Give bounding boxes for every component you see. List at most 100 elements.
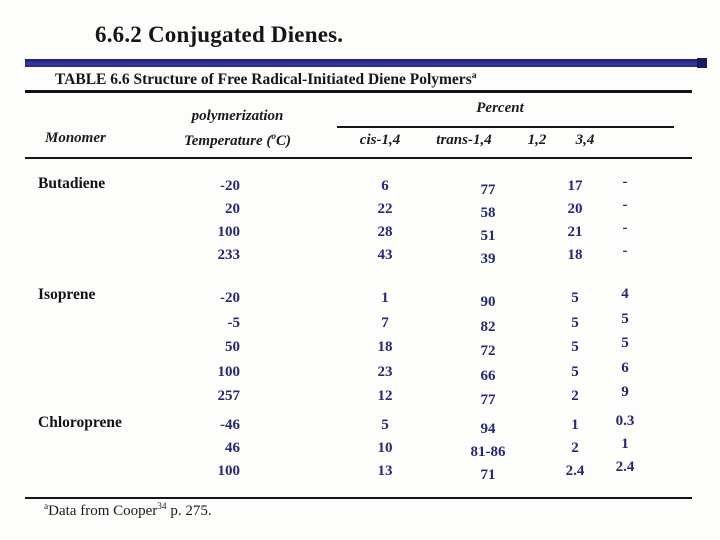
- table-section-chloroprene: Chloroprene -46 46 100 5 10 13 94 81-86 …: [0, 413, 720, 494]
- temp-cell: 100: [217, 224, 241, 240]
- table-caption-text: TABLE 6.6 Structure of Free Radical-Init…: [55, 71, 472, 88]
- trans-cell: 82: [480, 318, 496, 335]
- cis-cell: 18: [377, 339, 393, 355]
- one2-cell: 5: [571, 339, 579, 355]
- three4-cell: -: [622, 197, 628, 213]
- one2-cell: 17: [567, 178, 583, 194]
- table-caption-footnote-marker: a: [471, 69, 477, 81]
- one2-cell: 2: [571, 388, 579, 404]
- trans-cell: 90: [480, 294, 496, 310]
- trans-cell: 94: [480, 421, 496, 437]
- three4-cell: 5: [621, 310, 629, 327]
- footnote-text: Data from Cooper: [48, 503, 158, 519]
- divider-bar: [25, 58, 707, 68]
- trans-cell: 66: [480, 367, 496, 384]
- three4-cell: 5: [621, 335, 629, 351]
- trans-14-column: 90 82 72 66 77: [448, 290, 528, 413]
- 12-column: 1 2 2.4: [535, 414, 615, 483]
- three4-cell: 6: [621, 359, 629, 376]
- 12-column: 17 20 21 18: [535, 175, 615, 267]
- three4-cell: -: [622, 220, 628, 236]
- one2-cell: 5: [571, 363, 579, 380]
- header-rule: [25, 157, 692, 159]
- column-header-monomer: Monomer: [45, 130, 106, 146]
- cis-cell: 1: [381, 290, 389, 306]
- one2-cell: 5: [571, 314, 579, 331]
- temp-cell: -20: [220, 290, 240, 306]
- temperature-column: -46 46 100: [150, 414, 241, 483]
- cis-cell: 6: [381, 178, 389, 194]
- trans-cell: 39: [480, 251, 496, 267]
- trans-cell: 71: [480, 467, 496, 483]
- three4-cell: 2.4: [615, 459, 635, 475]
- cis-14-column: 6 22 28 43: [345, 175, 425, 267]
- 34-column: - - - -: [585, 171, 665, 263]
- footnote-reference-number: 34: [157, 502, 167, 512]
- temperature-column: -20 20 100 233: [150, 175, 241, 267]
- temp-cell: 50: [225, 339, 240, 355]
- degree-superscript: o: [271, 132, 276, 142]
- trans-cell: 51: [480, 228, 496, 244]
- cis-cell: 43: [377, 247, 393, 263]
- column-header-trans-14: trans-1,4: [436, 132, 492, 148]
- footnote-tail: p. 275.: [166, 503, 212, 519]
- monomer-label: Butadiene: [38, 175, 106, 192]
- one2-cell: 20: [567, 201, 583, 217]
- three4-cell: 0.3: [615, 413, 635, 429]
- table-section-butadiene: Butadiene -20 20 100 233 6 22 28 43 77 5…: [0, 174, 720, 275]
- temp-cell: 100: [217, 463, 241, 479]
- trans-cell: 72: [480, 343, 496, 359]
- cis-cell: 5: [381, 417, 389, 433]
- temp-cell: 20: [225, 201, 240, 217]
- monomer-label: Isoprene: [38, 286, 96, 303]
- temp-cell: 100: [217, 363, 241, 380]
- 12-column: 5 5 5 5 2: [535, 286, 615, 409]
- table-section-isoprene: Isoprene -20 -5 50 100 257 1 7 18 23 12 …: [0, 286, 720, 411]
- three4-cell: -: [622, 174, 628, 190]
- column-header-cis-14: cis-1,4: [359, 132, 401, 148]
- cis-cell: 28: [377, 224, 393, 240]
- temp-cell: -20: [220, 178, 240, 194]
- one2-cell: 2.4: [565, 463, 585, 479]
- column-header-temperature-line1: polymerization: [191, 108, 284, 124]
- percent-group-rule: [337, 126, 674, 128]
- trans-cell: 58: [480, 205, 496, 221]
- column-header-temperature-line2: Temperature (oC): [183, 132, 291, 149]
- footnote-marker: a: [44, 502, 49, 512]
- 34-column: 4 5 5 6 9: [585, 282, 665, 405]
- table-caption: TABLE 6.6 Structure of Free Radical-Init…: [55, 71, 477, 89]
- one2-cell: 18: [567, 247, 583, 263]
- cis-cell: 7: [381, 314, 389, 331]
- one2-cell: 21: [567, 224, 583, 240]
- trans-14-column: 77 58 51 39: [448, 179, 528, 271]
- column-header-12: 1,2: [527, 132, 547, 148]
- cis-cell: 13: [377, 463, 393, 479]
- 34-column: 0.3 1 2.4: [585, 410, 665, 479]
- table-bottom-rule: [25, 497, 692, 499]
- cis-14-column: 5 10 13: [345, 414, 425, 483]
- temp-cell: -46: [220, 417, 240, 433]
- three4-cell: 4: [621, 286, 629, 302]
- temperature-column: -20 -5 50 100 257: [150, 286, 241, 409]
- page-title: 6.6.2 Conjugated Dienes.: [95, 22, 344, 47]
- cis-cell: 12: [377, 388, 393, 404]
- three4-cell: -: [622, 243, 628, 259]
- temp-cell: 46: [225, 440, 240, 456]
- cis-14-column: 1 7 18 23 12: [345, 286, 425, 409]
- three4-cell: 1: [621, 436, 629, 452]
- temp-cell: 257: [217, 388, 241, 404]
- column-group-header-percent: Percent: [476, 100, 524, 116]
- column-header-temperature: polymerization Temperature (oC): [160, 104, 315, 154]
- one2-cell: 1: [571, 417, 579, 433]
- cis-cell: 10: [377, 440, 393, 456]
- three4-cell: 9: [621, 384, 629, 400]
- cis-cell: 23: [377, 363, 393, 380]
- caption-rule: [25, 90, 692, 93]
- temp-cell: -5: [227, 314, 241, 331]
- trans-cell: 77: [480, 392, 496, 408]
- one2-cell: 5: [571, 290, 579, 306]
- trans-14-column: 94 81-86 71: [448, 418, 528, 487]
- table-footnote: aData from Cooper34 p. 275.: [44, 502, 212, 520]
- trans-cell: 81-86: [470, 444, 506, 460]
- cis-cell: 22: [377, 201, 393, 217]
